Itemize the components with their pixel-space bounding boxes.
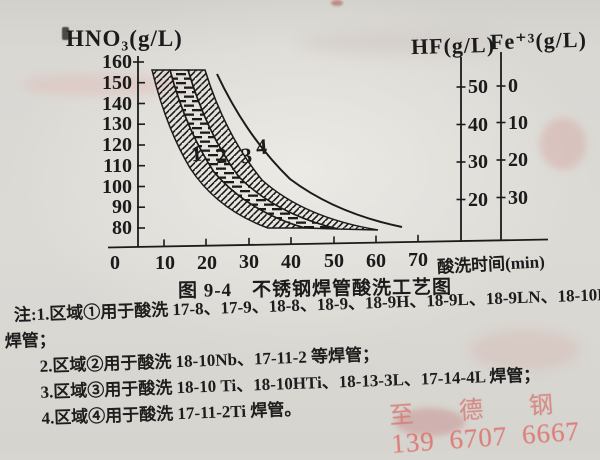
region-label-2: 2 bbox=[215, 142, 228, 169]
fe-tick-0: 0 bbox=[508, 75, 518, 97]
figure-notes: 注:1.区域①用于酸洗 17-8、17-9、18-8、18-9、18-9H、18… bbox=[3, 282, 600, 433]
hno3-tick-120: 120 bbox=[102, 134, 132, 156]
hno3-tick-110: 110 bbox=[103, 154, 132, 177]
x-tick-30: 30 bbox=[239, 251, 259, 273]
hf-axis-ticks bbox=[456, 86, 466, 201]
x-tick-50: 50 bbox=[324, 250, 344, 272]
hno3-tick-150: 150 bbox=[102, 71, 132, 94]
hf-tick-20: 20 bbox=[468, 188, 488, 211]
hno3-axis-title: HNO₃(g/L) bbox=[66, 26, 183, 51]
x-tick-60: 60 bbox=[366, 250, 386, 272]
hno3-tick-140: 140 bbox=[102, 92, 132, 115]
hf-tick-30: 30 bbox=[468, 151, 488, 173]
x-tick-10: 10 bbox=[155, 252, 175, 274]
fe-tick-30: 30 bbox=[508, 186, 528, 209]
region-label-4: 4 bbox=[255, 133, 268, 160]
x-tick-40: 40 bbox=[281, 251, 301, 273]
hno3-tick-80: 80 bbox=[112, 217, 132, 239]
x-axis-line bbox=[107, 238, 549, 249]
region-4-outer-curve bbox=[216, 73, 403, 228]
hno3-tick-160: 160 bbox=[102, 51, 132, 73]
x-tick-0: 0 bbox=[110, 252, 120, 274]
fe-axis-title: Fe⁺³(g/L) bbox=[489, 26, 588, 55]
region-3-band bbox=[186, 69, 379, 231]
hno3-tick-100: 100 bbox=[102, 175, 132, 198]
hno3-axis-ticks bbox=[133, 61, 145, 229]
x-tick-70: 70 bbox=[408, 249, 428, 271]
hno3-tick-90: 90 bbox=[112, 196, 132, 219]
fe-axis-ticks bbox=[496, 85, 506, 199]
region-label-1: 1 bbox=[190, 140, 203, 167]
pickling-process-chart bbox=[107, 52, 549, 249]
hf-tick-50: 50 bbox=[468, 76, 488, 98]
watermark-phone-number: 139 6707 6667 bbox=[390, 415, 581, 459]
region-label-3: 3 bbox=[240, 142, 253, 169]
x-tick-20: 20 bbox=[197, 252, 217, 274]
x-axis-ticks bbox=[163, 234, 419, 247]
fe-tick-10: 10 bbox=[508, 111, 528, 134]
hf-axis-title: HF(g/L) bbox=[410, 31, 496, 60]
fe-tick-20: 20 bbox=[508, 149, 528, 171]
hf-tick-40: 40 bbox=[468, 113, 488, 136]
hno3-tick-130: 130 bbox=[102, 113, 132, 136]
